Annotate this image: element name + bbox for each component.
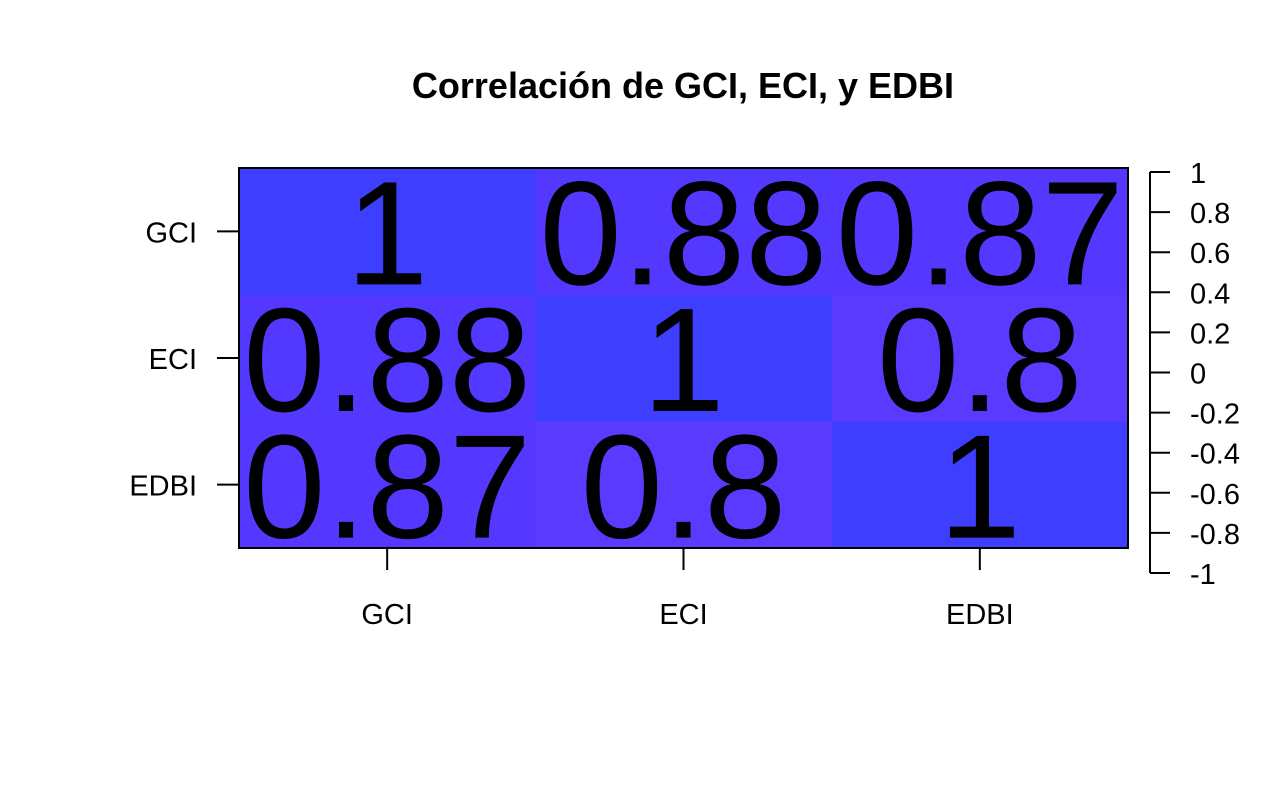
colorbar-tick-label: -1 bbox=[1190, 559, 1216, 591]
row-tick-label: ECI bbox=[149, 344, 197, 376]
heatmap-cell-eci-gci bbox=[239, 294, 536, 422]
colorbar-tick-label: -0.6 bbox=[1190, 479, 1240, 511]
heatmap-cell-gci-eci bbox=[535, 168, 833, 296]
cell-value-label: 0.87 bbox=[836, 151, 1124, 316]
row-tick-label: GCI bbox=[145, 217, 197, 249]
colorbar-tick-label: 0 bbox=[1190, 359, 1206, 391]
column-tick-label: EDBI bbox=[946, 599, 1014, 631]
cell-value-label: 0.8 bbox=[581, 405, 787, 570]
colorbar-tick-label: -0.8 bbox=[1190, 519, 1240, 551]
colorbar-tick-label: 0.8 bbox=[1190, 198, 1230, 230]
colorbar-tick-label: 0.6 bbox=[1190, 238, 1230, 270]
heatmap-cell-edbi-eci bbox=[535, 421, 833, 549]
cell-value-label: 1 bbox=[939, 405, 1021, 570]
column-tick-label: ECI bbox=[659, 599, 707, 631]
heatmap-cell-eci-eci bbox=[535, 294, 833, 422]
colorbar-tick-label: -0.4 bbox=[1190, 439, 1240, 471]
heatmap-cell-gci-edbi bbox=[831, 168, 1129, 296]
colorbar-axis: 1 0.8 0.6 0.4 0.2 0 -0.2 -0.4 -0.6 -0.8 -1 bbox=[1149, 158, 1240, 591]
chart-title: Correlación de GCI, ECI, y EDBI bbox=[412, 65, 954, 106]
cell-value-labels: 1 0.88 0.870.88 1 0.80.87 0.8 1 bbox=[243, 151, 1124, 569]
heatmap-cell-eci-edbi bbox=[831, 294, 1129, 422]
column-tick-label: GCI bbox=[361, 599, 413, 631]
colorbar-tick-label: -0.2 bbox=[1190, 399, 1240, 431]
heatmap-cell-edbi-gci bbox=[239, 421, 536, 549]
colorbar-tick-label: 0.2 bbox=[1190, 318, 1230, 350]
row-tick-labels: GCI ECI EDBI bbox=[129, 217, 239, 503]
heatmap-cell-gci-gci bbox=[239, 168, 536, 296]
cell-value-label: 1 bbox=[642, 278, 724, 443]
row-tick-label: EDBI bbox=[129, 471, 197, 503]
cell-value-label: 0.8 bbox=[877, 278, 1083, 443]
cell-value-label: 0.87 bbox=[243, 405, 531, 570]
cell-value-label: 0.88 bbox=[539, 151, 827, 316]
heatmap-cells bbox=[239, 168, 1129, 549]
cell-value-label: 1 bbox=[346, 151, 428, 316]
cell-value-label: 0.88 bbox=[243, 278, 531, 443]
colorbar-tick-label: 0.4 bbox=[1190, 278, 1230, 310]
colorbar-tick-label: 1 bbox=[1190, 158, 1206, 190]
column-tick-labels: GCI ECI EDBI bbox=[361, 548, 1014, 631]
heatmap-cell-edbi-edbi bbox=[831, 421, 1129, 549]
